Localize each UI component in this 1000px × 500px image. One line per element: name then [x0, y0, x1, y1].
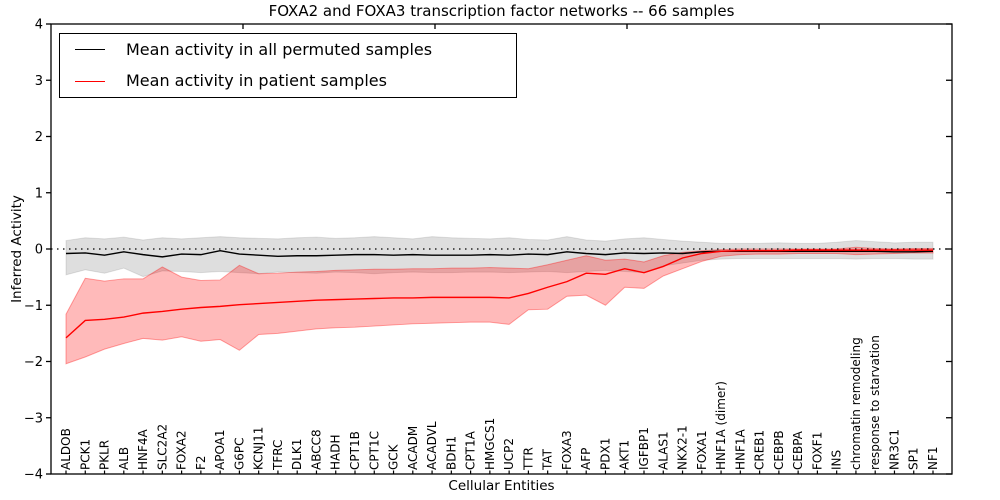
- x-tick-label: PKLR: [98, 440, 112, 470]
- x-tick-label: CPT1B: [348, 431, 362, 470]
- x-tick-label: PCK1: [78, 439, 92, 470]
- x-tick-label: ALAS1: [656, 431, 670, 470]
- x-tick-label: UCP2: [502, 438, 516, 470]
- x-tick-label: FOXA1: [695, 430, 709, 470]
- x-axis-label: Cellular Entities: [448, 478, 555, 494]
- x-tick-label: GCK: [387, 443, 401, 470]
- y-axis-label: Inferred Activity: [9, 195, 25, 303]
- legend-item-permuted: Mean activity in all permuted samples: [60, 39, 516, 59]
- x-tick-label: TFRC: [271, 440, 285, 471]
- x-tick-label: CEBPA: [791, 430, 805, 470]
- chart-title: FOXA2 and FOXA3 transcription factor net…: [268, 2, 735, 20]
- x-tick-label: TAT: [541, 448, 555, 471]
- x-tick-label: CREB1: [753, 430, 767, 470]
- x-tick-label: HNF1A (dimer): [714, 381, 728, 470]
- y-tick-label: 0: [35, 243, 43, 258]
- x-tick-label: CPT1C: [367, 431, 381, 470]
- y-tick-label: −1: [24, 299, 43, 314]
- x-tick-label: NF1: [926, 446, 940, 470]
- x-tick-label: AKT1: [618, 440, 632, 470]
- x-tick-label: response to starvation: [868, 335, 882, 470]
- x-tick-label: BDH1: [444, 436, 458, 470]
- legend-label-permuted: Mean activity in all permuted samples: [126, 39, 433, 59]
- x-tick-label: HNF1A: [733, 428, 747, 470]
- y-tick-label: −3: [24, 411, 43, 426]
- x-tick-label: NR3C1: [887, 429, 901, 470]
- x-tick-label: CPT1A: [464, 430, 478, 470]
- x-tick-label: FOXA2: [175, 430, 189, 470]
- x-tick-label: NKX2-1: [676, 425, 690, 470]
- y-tick-label: 1: [35, 186, 43, 201]
- y-tick-label: 2: [35, 130, 43, 145]
- x-tick-label: ALDOB: [59, 428, 73, 470]
- patient-line-swatch: [75, 80, 105, 82]
- x-tick-label: FOXF1: [810, 432, 824, 470]
- x-tick-label: AFP: [579, 448, 593, 470]
- x-tick-label: IGFBP1: [637, 427, 651, 470]
- y-tick-label: −4: [24, 468, 43, 483]
- y-tick-label: −2: [24, 355, 43, 370]
- x-tick-label: F2: [194, 455, 208, 470]
- x-tick-label: HNF4A: [136, 428, 150, 470]
- confidence-band-permuted: [65, 236, 934, 278]
- x-tick-label: CEBPB: [772, 430, 786, 470]
- x-tick-label: ACADM: [406, 426, 420, 470]
- x-tick-label: TTR: [521, 447, 535, 471]
- legend-label-patient: Mean activity in patient samples: [126, 71, 387, 91]
- x-tick-label: G6PC: [232, 437, 246, 470]
- x-tick-label: SLC2A2: [155, 424, 169, 470]
- mean-line-permuted: [65, 249, 934, 258]
- x-tick-label: INS: [830, 450, 844, 470]
- x-tick-label: DLK1: [290, 439, 304, 470]
- y-tick-label: 3: [35, 74, 43, 89]
- x-tick-label: SP1: [907, 448, 921, 471]
- x-tick-label: ACADVL: [425, 421, 439, 470]
- x-tick-label: FOXA3: [560, 430, 574, 470]
- x-tick-label: HADH: [329, 435, 343, 471]
- x-tick-label: PDX1: [598, 438, 612, 470]
- confidence-band-patient: [65, 246, 934, 365]
- mean-line-patient: [65, 249, 933, 339]
- y-tick-label: 4: [35, 18, 43, 33]
- legend: Mean activity in all permuted samples Me…: [59, 33, 517, 98]
- x-tick-label: ALB: [117, 447, 131, 470]
- x-tick-label: KCNJ11: [252, 427, 266, 470]
- x-tick-label: ABCC8: [309, 429, 323, 470]
- x-tick-label: APOA1: [213, 429, 227, 470]
- permuted-line-swatch: [75, 49, 105, 51]
- legend-item-patient: Mean activity in patient samples: [60, 73, 516, 89]
- x-tick-label: HMGCS1: [483, 418, 497, 470]
- x-tick-label: chromatin remodeling: [849, 337, 863, 470]
